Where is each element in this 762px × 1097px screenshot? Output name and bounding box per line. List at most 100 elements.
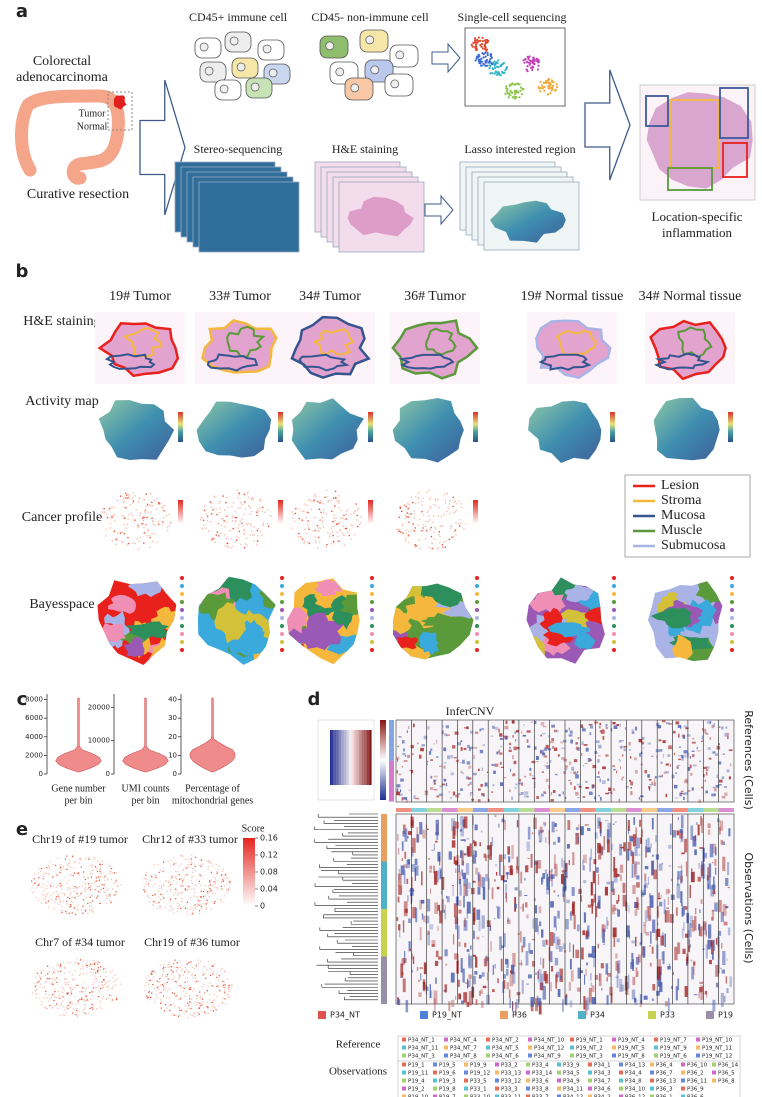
dot <box>68 961 69 962</box>
dot <box>248 497 250 499</box>
dot <box>41 886 42 887</box>
dot <box>154 500 156 502</box>
dot <box>85 1000 86 1001</box>
dot <box>199 991 200 992</box>
dot <box>80 959 81 960</box>
heatmap-cell <box>706 769 708 771</box>
dot <box>169 1010 170 1011</box>
dot <box>502 72 504 74</box>
heatmap-cell <box>516 999 519 1008</box>
heatmap-cell <box>551 792 552 796</box>
dot <box>550 83 552 85</box>
heatmap-cell <box>458 926 459 940</box>
label: Normal <box>77 121 108 132</box>
dot <box>196 995 197 996</box>
dot <box>460 523 462 525</box>
dot <box>203 524 205 526</box>
dot <box>404 514 406 516</box>
heatmap-cell <box>517 820 518 827</box>
heatmap-cell <box>638 854 640 856</box>
heatmap-cell <box>711 725 713 728</box>
dot <box>88 883 89 884</box>
dot <box>214 901 215 902</box>
dot <box>506 66 508 68</box>
heatmap-cell <box>423 979 425 991</box>
dot <box>415 544 417 546</box>
dot <box>196 965 197 966</box>
dot <box>43 878 44 879</box>
heatmap-cell <box>401 976 404 977</box>
dot <box>77 1011 78 1012</box>
dot <box>48 901 49 902</box>
heatmap-cell <box>420 973 421 981</box>
dot <box>95 889 96 890</box>
dot <box>134 495 136 497</box>
heatmap-cell <box>684 755 686 758</box>
dot <box>101 864 102 865</box>
heatmap-cell <box>476 909 480 919</box>
dot <box>158 523 160 525</box>
heatmap-cell <box>532 832 533 834</box>
dot <box>249 513 251 515</box>
dot <box>491 72 493 74</box>
dot <box>203 984 204 985</box>
dot <box>149 535 151 537</box>
heatmap-cell <box>541 794 544 797</box>
dot <box>90 865 91 866</box>
heatmap-cell <box>661 952 664 961</box>
dot <box>232 520 234 522</box>
heatmap-cell <box>615 954 617 959</box>
dot <box>244 502 246 504</box>
dot <box>69 859 70 860</box>
heatmap-cell <box>690 916 693 928</box>
dot <box>324 496 326 498</box>
dot <box>165 880 166 881</box>
heatmap-cell <box>551 869 553 873</box>
heatmap-cell <box>722 970 725 974</box>
heatmap-cell <box>648 877 649 885</box>
heatmap-cell <box>563 791 564 794</box>
violin <box>123 698 169 772</box>
dot <box>56 965 57 966</box>
heatmap-cell <box>699 909 700 913</box>
dot <box>63 900 64 901</box>
dot <box>212 865 213 866</box>
heatmap-cell <box>578 837 580 843</box>
cancer-colorbar <box>178 500 183 524</box>
dot <box>227 978 228 979</box>
dot <box>90 998 91 999</box>
list-item: P19_NT_6 <box>660 1054 687 1060</box>
dot <box>96 1008 97 1009</box>
heatmap-cell <box>674 785 677 788</box>
dot <box>103 987 104 988</box>
heatmap-cell <box>467 761 471 764</box>
dot <box>45 1006 46 1007</box>
dot <box>104 982 105 983</box>
heatmap-cell <box>427 932 430 945</box>
dot <box>136 538 138 540</box>
dot <box>494 67 496 69</box>
dot <box>91 864 92 865</box>
heatmap-cell <box>461 852 463 866</box>
dot <box>479 40 481 42</box>
heatmap-cell <box>632 977 635 985</box>
heatmap-cell <box>515 787 517 788</box>
heatmap-cell <box>651 756 654 757</box>
heatmap-cell <box>565 769 567 771</box>
heatmap-cell <box>692 738 694 739</box>
dot <box>96 987 97 988</box>
heatmap-cell <box>473 773 477 775</box>
dot <box>350 514 352 516</box>
dot <box>423 530 425 532</box>
dot <box>174 966 175 967</box>
dot <box>97 982 98 983</box>
dot <box>490 53 492 55</box>
list-item: P36_7 <box>656 1071 673 1077</box>
chromosome-key <box>519 808 534 812</box>
dot <box>132 515 134 517</box>
dot <box>211 863 212 864</box>
dot <box>223 868 224 869</box>
heatmap-cell <box>527 796 529 798</box>
bayes-key <box>475 608 479 612</box>
dot <box>347 509 349 511</box>
